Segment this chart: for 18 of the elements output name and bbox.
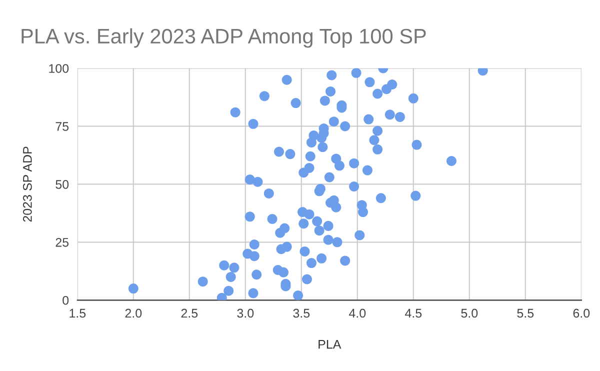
x-tick-label: 3.5	[293, 308, 310, 318]
x-tick-label: 3.0	[237, 308, 254, 318]
x-tick-label: 6.0	[573, 308, 590, 318]
x-tick-label: 1.5	[70, 308, 86, 318]
x-tick-label: 5.5	[517, 308, 534, 318]
x-tick-label: 4.5	[405, 308, 422, 318]
x-tick-label: 4.0	[349, 308, 366, 318]
x-tick-label: 2.0	[125, 308, 142, 318]
x-axis-title: PLA	[318, 340, 342, 349]
x-tick-label: 2.5	[181, 308, 198, 318]
y-tick-label: 0	[62, 296, 69, 305]
chart-title: PLA vs. Early 2023 ADP Among Top 100 SP	[22, 28, 426, 48]
y-tick-label: 75	[56, 122, 69, 131]
y-tick-label: 100	[49, 64, 69, 73]
y-tick-label: 50	[56, 180, 69, 189]
y-axis-title: 2023 SP ADP	[23, 146, 32, 222]
x-tick-label: 5.0	[461, 308, 478, 318]
y-tick-label: 25	[56, 238, 69, 247]
